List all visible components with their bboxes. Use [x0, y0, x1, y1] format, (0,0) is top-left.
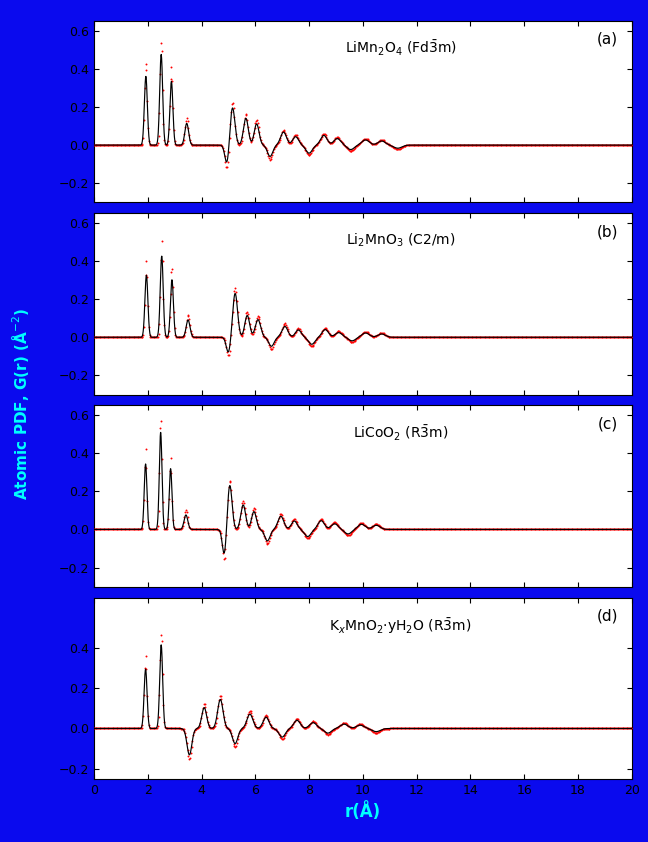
Text: Atomic PDF, G(r) (Å$^{-2}$): Atomic PDF, G(r) (Å$^{-2}$) — [10, 308, 31, 500]
Text: LiMn$_2$O$_4$ (Fd$\bar{3}$m): LiMn$_2$O$_4$ (Fd$\bar{3}$m) — [345, 40, 456, 58]
Text: Li$_2$MnO$_3$ (C2/m): Li$_2$MnO$_3$ (C2/m) — [346, 232, 456, 248]
Text: K$_x$MnO$_2$$\cdot$yH$_2$O (R$\bar{3}$m): K$_x$MnO$_2$$\cdot$yH$_2$O (R$\bar{3}$m) — [329, 616, 472, 636]
X-axis label: r(Å): r(Å) — [345, 802, 381, 821]
Text: (c): (c) — [598, 416, 618, 431]
Text: LiCoO$_2$ (R$\bar{3}$m): LiCoO$_2$ (R$\bar{3}$m) — [353, 424, 448, 443]
Text: (b): (b) — [597, 224, 618, 239]
Text: (a): (a) — [597, 32, 618, 47]
Text: (d): (d) — [597, 609, 618, 623]
